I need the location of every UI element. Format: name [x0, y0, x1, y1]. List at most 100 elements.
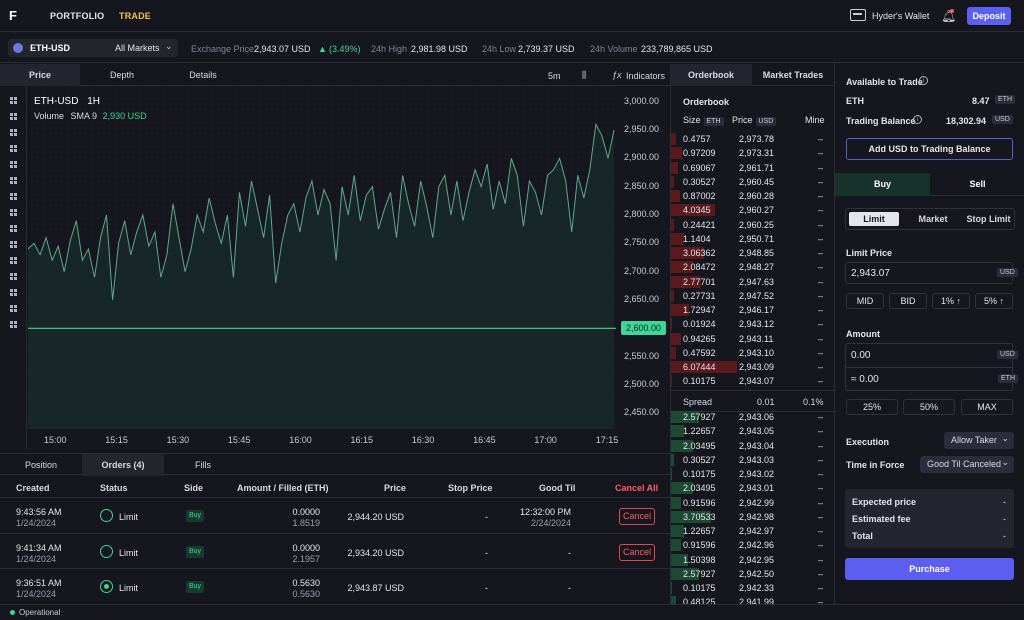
tool-icon[interactable]	[10, 161, 17, 168]
order-mine: –	[818, 497, 824, 508]
ask-row[interactable]: 0.24421 2,960.25 –	[671, 218, 835, 232]
wallet-name[interactable]: Hyder's Wallet	[872, 11, 930, 21]
tool-icon[interactable]	[10, 305, 17, 312]
order-type-limit[interactable]: Limit	[849, 212, 899, 226]
tool-icon[interactable]	[10, 129, 17, 136]
tab-position[interactable]: Position	[24, 460, 58, 470]
ask-row[interactable]: 1.72947 2,946.17 –	[671, 303, 835, 317]
tool-icon[interactable]	[10, 289, 17, 296]
bid-row[interactable]: 0.91596 2,942.99 –	[671, 496, 835, 510]
tool-icon[interactable]	[10, 225, 17, 232]
tab-orders[interactable]: Orders (4)	[82, 454, 164, 476]
candles-icon[interactable]: ⫼	[582, 70, 587, 80]
ask-row[interactable]: 0.94265 2,943.11 –	[671, 332, 835, 346]
ask-row[interactable]: 0.97209 2,973.31 –	[671, 146, 835, 160]
side-badge: Buy	[186, 545, 204, 558]
table-row[interactable]	[0, 568, 670, 603]
bid-row[interactable]: 0.91596 2,942.96 –	[671, 538, 835, 552]
tool-icon[interactable]	[10, 241, 17, 248]
bid-row[interactable]: 0.48125 2,941.99 –	[671, 595, 835, 609]
ask-row[interactable]: 2.77701 2,947.63 –	[671, 275, 835, 289]
wallet-icon[interactable]	[850, 9, 866, 21]
tab-fills[interactable]: Fills	[195, 460, 211, 470]
indicators-button[interactable]: Indicators	[626, 71, 666, 81]
interval-selector[interactable]: 5m	[548, 71, 561, 81]
order-type-stop-limit[interactable]: Stop Limit	[966, 214, 1011, 224]
info-icon[interactable]: i	[919, 76, 928, 85]
ask-row[interactable]: 6.07444 2,943.09 –	[671, 360, 835, 374]
function-icon[interactable]: ƒx	[612, 70, 622, 80]
ask-row[interactable]: 1.1404 2,950.71 –	[671, 232, 835, 246]
ask-row[interactable]: 0.4757 2,973.78 –	[671, 132, 835, 146]
tool-icon[interactable]	[10, 193, 17, 200]
cancel-order-button[interactable]: Cancel	[619, 508, 655, 525]
preset-1pct[interactable]: 1% ↑	[932, 293, 970, 309]
bid-row[interactable]: 2.57927 2,942.50 –	[671, 567, 835, 581]
deposit-button[interactable]: Deposit	[967, 7, 1011, 25]
order-type-market[interactable]: Market	[918, 214, 948, 224]
bid-row[interactable]: 2.03495 2,943.01 –	[671, 481, 835, 495]
table-row[interactable]	[0, 497, 670, 532]
tool-icon[interactable]	[10, 97, 17, 104]
tif-select[interactable]: Good Til Canceled ⌄	[920, 456, 1014, 473]
ask-row[interactable]: 3.06362 2,948.85 –	[671, 246, 835, 260]
add-usd-button[interactable]: Add USD to Trading Balance	[846, 138, 1013, 160]
tool-icon[interactable]	[10, 209, 17, 216]
bid-row[interactable]: 2.57927 2,943.06 –	[671, 410, 835, 424]
ask-row[interactable]: 4.0345 2,960.27 –	[671, 203, 835, 217]
nav-portfolio[interactable]: PORTFOLIO	[50, 11, 105, 21]
stop-price: -	[485, 547, 488, 558]
tool-icon[interactable]	[10, 113, 17, 120]
tool-icon[interactable]	[10, 321, 17, 328]
expected-price-label: Expected price	[852, 497, 917, 507]
y-tick-label: 2,650.00	[624, 294, 660, 304]
ask-row[interactable]: 0.69067 2,961.71 –	[671, 161, 835, 175]
preset-5pct[interactable]: 5% ↑	[975, 293, 1013, 309]
cancel-all-button[interactable]: Cancel All	[615, 483, 659, 493]
eth-label: ETH	[846, 96, 864, 106]
tab-orderbook[interactable]: Orderbook	[670, 64, 752, 86]
bid-row[interactable]: 2.03495 2,943.04 –	[671, 439, 835, 453]
limit-price-input[interactable]: 2,943.07 USD	[845, 262, 1018, 284]
pct-25-button[interactable]: 25%	[846, 399, 898, 415]
preset-mid[interactable]: MID	[846, 293, 884, 309]
tool-icon[interactable]	[10, 145, 17, 152]
ask-row[interactable]: 0.30527 2,960.45 –	[671, 175, 835, 189]
balance-info-icon[interactable]: i	[913, 115, 922, 124]
market-selector[interactable]: ETH-USD All Markets ⌄	[8, 39, 178, 57]
bid-row[interactable]: 0.10175 2,942.33 –	[671, 581, 835, 595]
table-row[interactable]	[0, 532, 670, 568]
ask-row[interactable]: 0.01924 2,943.12 –	[671, 317, 835, 331]
ask-row[interactable]: 0.87002 2,960.28 –	[671, 189, 835, 203]
tool-icon[interactable]	[10, 177, 17, 184]
buy-tab[interactable]: Buy	[835, 173, 930, 196]
sell-tab[interactable]: Sell	[930, 173, 1024, 196]
tab-details[interactable]: Details	[189, 70, 217, 80]
bid-row[interactable]: 3.70533 2,942.98 –	[671, 510, 835, 524]
price-chart[interactable]	[28, 86, 616, 429]
bid-row[interactable]: 1.50398 2,942.95 –	[671, 553, 835, 567]
tool-icon[interactable]	[10, 273, 17, 280]
tab-price[interactable]: Price	[0, 64, 80, 86]
cancel-order-button[interactable]: Cancel	[619, 543, 655, 561]
logo-icon[interactable]: F	[9, 8, 17, 23]
bid-row[interactable]: 0.10175 2,943.02 –	[671, 467, 835, 481]
ask-row[interactable]: 0.27731 2,947.52 –	[671, 289, 835, 303]
tool-icon[interactable]	[10, 257, 17, 264]
execution-select[interactable]: Allow Taker ⌄	[944, 432, 1014, 449]
order-price: 2,960.45	[739, 176, 775, 187]
bid-row[interactable]: 1.22657 2,942.97 –	[671, 524, 835, 538]
bid-row[interactable]: 1.22657 2,943.05 –	[671, 424, 835, 438]
tab-market-trades[interactable]: Market Trades	[762, 70, 824, 80]
pct-50-button[interactable]: 50%	[903, 399, 955, 415]
nav-trade[interactable]: TRADE	[119, 11, 151, 21]
preset-bid[interactable]: BID	[889, 293, 927, 309]
ask-row[interactable]: 0.47592 2,943.10 –	[671, 346, 835, 360]
tab-depth[interactable]: Depth	[109, 70, 135, 80]
ask-row[interactable]: 0.10175 2,943.07 –	[671, 374, 835, 388]
amount-input[interactable]: 0.00 USD ≈ 0.00 ETH	[845, 343, 1018, 391]
ask-row[interactable]: 2.08472 2,948.27 –	[671, 260, 835, 274]
bid-row[interactable]: 0.30527 2,943.03 –	[671, 453, 835, 467]
max-button[interactable]: MAX	[961, 399, 1013, 415]
purchase-button[interactable]: Purchase	[845, 558, 1014, 580]
